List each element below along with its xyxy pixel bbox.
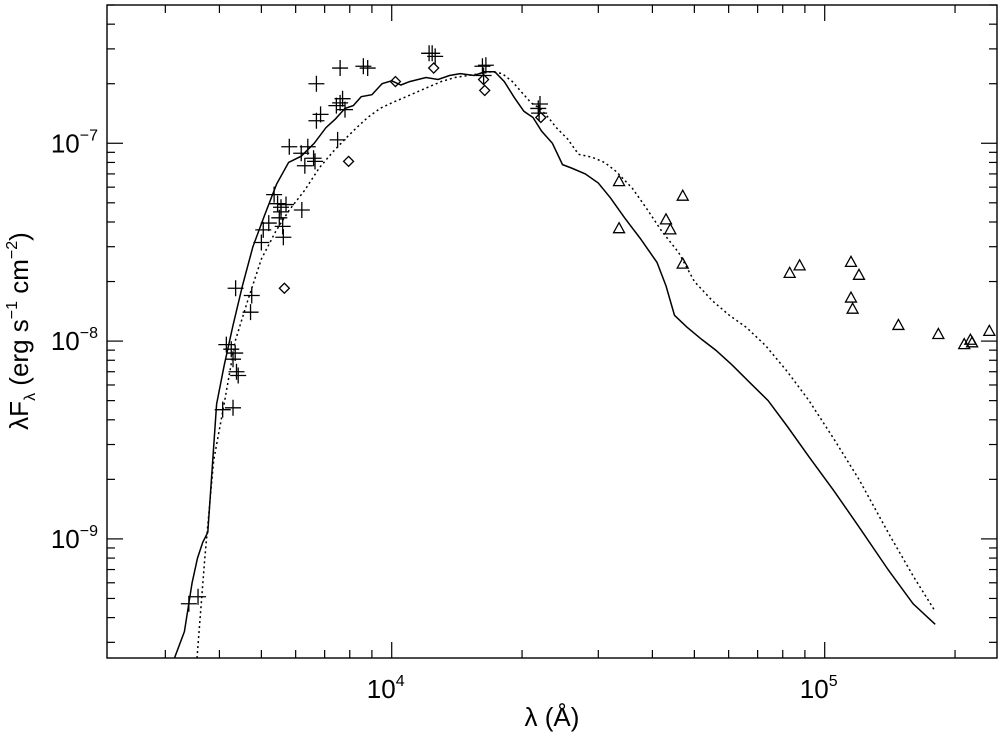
plus-marker bbox=[359, 60, 376, 77]
plus-marker bbox=[293, 201, 310, 218]
plus-marker bbox=[218, 336, 235, 353]
plot-frame bbox=[106, 4, 998, 659]
plus-marker bbox=[296, 157, 313, 174]
plus-marker bbox=[275, 229, 292, 246]
triangle-marker bbox=[844, 255, 858, 268]
triangle-marker bbox=[676, 256, 690, 269]
plus-marker bbox=[230, 367, 247, 384]
diamond-marker bbox=[389, 75, 402, 88]
y-tick-label: 10−7 bbox=[51, 127, 98, 158]
diamond-marker bbox=[342, 155, 355, 168]
triangle-marker bbox=[663, 222, 677, 235]
diamond-marker bbox=[478, 84, 491, 97]
plus-marker bbox=[334, 90, 351, 107]
triangle-marker bbox=[965, 335, 979, 348]
plus-marker bbox=[329, 131, 346, 148]
plus-marker bbox=[227, 280, 244, 297]
y-tick-label: 10−8 bbox=[51, 325, 98, 356]
triangle-marker bbox=[891, 318, 906, 331]
x-tick-label: 104 bbox=[367, 673, 405, 704]
diamond-marker bbox=[427, 62, 440, 74]
triangle-marker bbox=[612, 221, 626, 234]
diamond-marker bbox=[477, 73, 490, 86]
plus-marker bbox=[242, 304, 259, 321]
plus-marker bbox=[271, 209, 288, 226]
plus-marker bbox=[243, 287, 260, 304]
plus-marker bbox=[253, 234, 270, 251]
plus-marker bbox=[274, 218, 291, 235]
diamond-marker bbox=[534, 111, 547, 124]
plus-marker bbox=[336, 101, 353, 118]
diamond-marker bbox=[278, 282, 291, 295]
plus-marker bbox=[225, 351, 242, 368]
plus-marker bbox=[427, 48, 444, 65]
plus-marker bbox=[223, 341, 240, 358]
plus-marker bbox=[328, 97, 345, 114]
plus-marker bbox=[312, 106, 329, 123]
data-markers bbox=[180, 45, 996, 612]
plus-marker bbox=[225, 399, 242, 416]
plus-marker bbox=[355, 58, 372, 75]
plus-marker bbox=[260, 215, 277, 232]
plus-marker bbox=[531, 95, 548, 112]
triangle-marker bbox=[783, 265, 797, 278]
x-tick-label: 105 bbox=[800, 673, 838, 704]
triangle-marker bbox=[612, 174, 626, 187]
plus-marker bbox=[474, 58, 491, 75]
model-curve-dotted bbox=[196, 70, 936, 659]
plus-marker bbox=[308, 112, 325, 129]
plus-marker bbox=[293, 145, 310, 162]
plus-marker bbox=[307, 153, 324, 170]
plus-marker bbox=[227, 345, 244, 362]
triangle-marker bbox=[982, 324, 996, 336]
triangle-marker bbox=[844, 290, 858, 303]
triangle-marker bbox=[931, 327, 945, 340]
plus-marker bbox=[531, 105, 548, 122]
triangle-marker bbox=[676, 188, 690, 201]
plus-marker bbox=[299, 138, 316, 155]
plus-marker bbox=[214, 401, 231, 418]
triangle-marker bbox=[846, 301, 860, 314]
plus-marker bbox=[477, 57, 494, 74]
plus-marker bbox=[475, 67, 492, 84]
y-tick-label: 10−9 bbox=[51, 523, 98, 554]
plus-marker bbox=[305, 150, 322, 167]
triangle-marker bbox=[852, 267, 866, 280]
plus-marker bbox=[308, 75, 325, 92]
series-lines bbox=[173, 70, 936, 659]
x-axis-label: λ (Å) bbox=[525, 702, 580, 732]
plus-marker bbox=[180, 595, 197, 612]
plus-marker bbox=[228, 363, 245, 380]
plus-marker bbox=[266, 186, 283, 203]
plus-marker bbox=[269, 195, 286, 212]
model-curve-solid bbox=[173, 70, 936, 659]
y-axis-label: λFλ (erg s−1 cm−2) bbox=[4, 232, 39, 430]
plus-marker bbox=[332, 60, 349, 77]
tick-labels: 104 105 10−9 10−8 10−7 bbox=[51, 127, 838, 704]
axis-ticks bbox=[107, 4, 997, 658]
plus-marker bbox=[424, 45, 441, 62]
triangle-marker bbox=[659, 212, 673, 225]
plus-marker bbox=[278, 196, 295, 213]
triangle-marker bbox=[792, 258, 807, 271]
plus-marker bbox=[190, 588, 207, 605]
plus-marker bbox=[281, 138, 298, 155]
plus-marker bbox=[530, 100, 547, 117]
